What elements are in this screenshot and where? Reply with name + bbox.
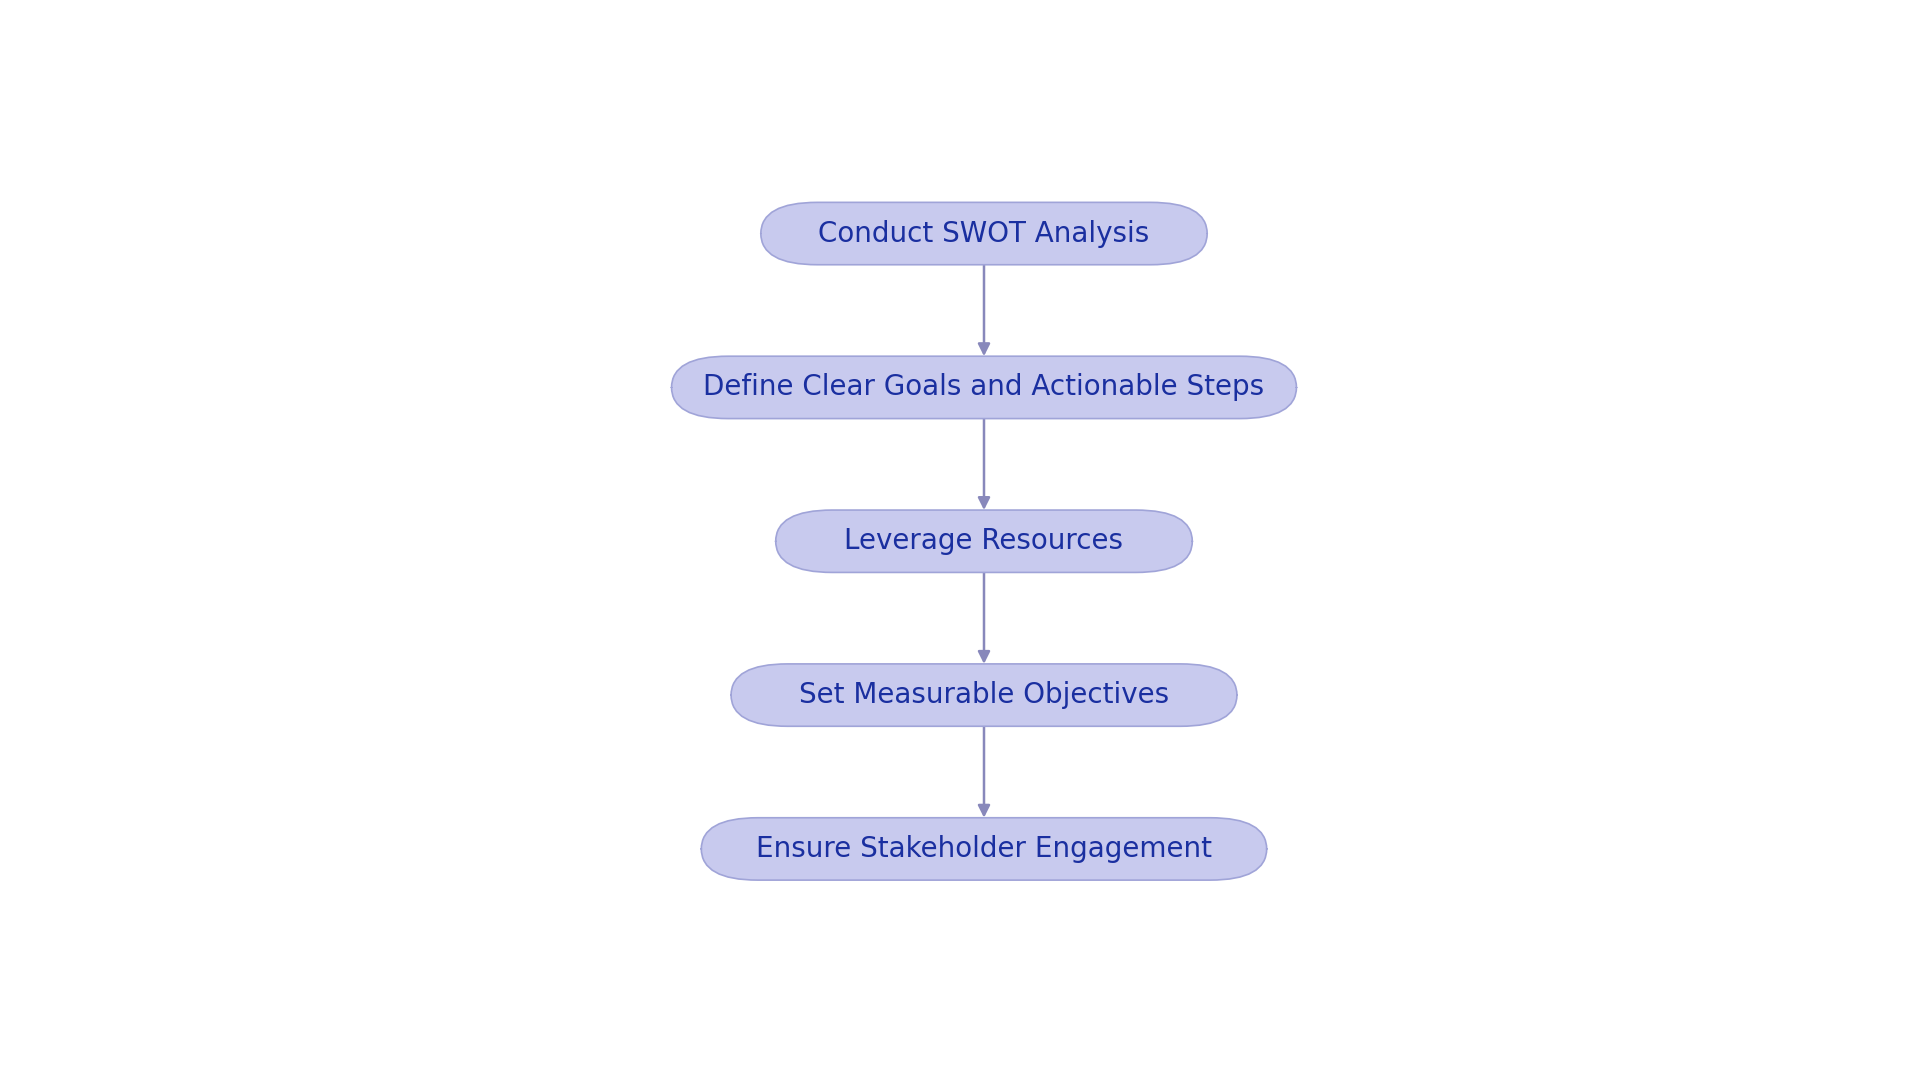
Text: Set Measurable Objectives: Set Measurable Objectives <box>799 681 1169 710</box>
Text: Conduct SWOT Analysis: Conduct SWOT Analysis <box>818 219 1150 247</box>
FancyBboxPatch shape <box>776 510 1192 572</box>
Text: Ensure Stakeholder Engagement: Ensure Stakeholder Engagement <box>756 835 1212 863</box>
Text: Define Clear Goals and Actionable Steps: Define Clear Goals and Actionable Steps <box>703 374 1265 402</box>
FancyBboxPatch shape <box>732 664 1236 726</box>
Text: Leverage Resources: Leverage Resources <box>845 527 1123 555</box>
FancyBboxPatch shape <box>701 818 1267 880</box>
FancyBboxPatch shape <box>672 356 1296 419</box>
FancyBboxPatch shape <box>760 202 1208 265</box>
